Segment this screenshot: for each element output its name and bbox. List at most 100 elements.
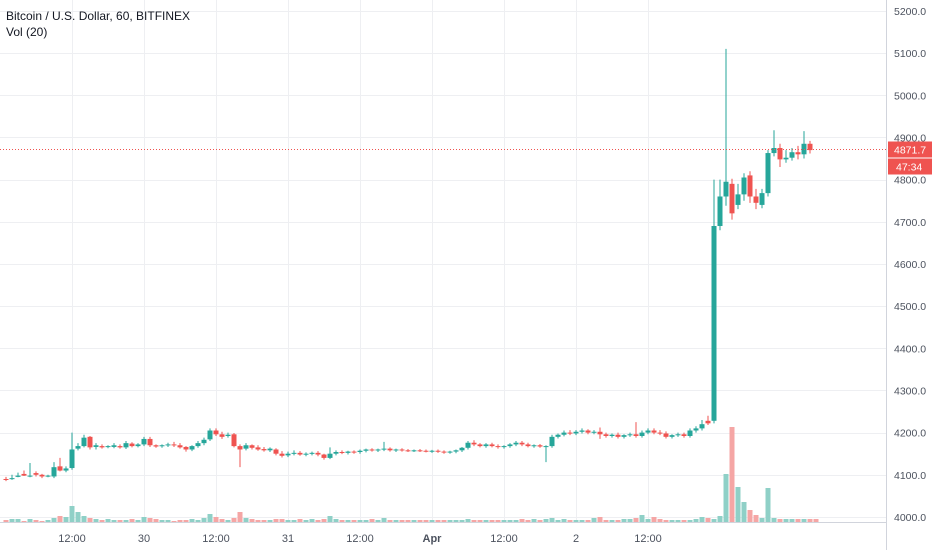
candle-body	[537, 445, 543, 447]
candle-body	[225, 434, 231, 436]
volume-bar	[771, 518, 777, 522]
volume-bar	[513, 520, 519, 522]
candle-body	[471, 442, 477, 445]
volume-bar	[435, 520, 441, 522]
volume-bar	[165, 520, 171, 522]
candle-body	[153, 445, 159, 447]
volume-bar	[381, 518, 387, 522]
candle-body	[267, 448, 273, 451]
candle-body	[195, 443, 201, 447]
volume-bar	[447, 520, 453, 522]
volume-bar	[399, 520, 405, 522]
volume-bar	[699, 517, 705, 522]
candle-body	[699, 424, 705, 429]
volume-bar	[249, 519, 255, 522]
volume-bar	[609, 520, 615, 522]
volume-bar	[231, 518, 237, 522]
candle-body	[615, 434, 621, 437]
volume-bar	[87, 518, 93, 522]
volume-bar	[339, 520, 345, 522]
candle-body	[93, 445, 99, 447]
volume-bar	[63, 517, 69, 522]
volume-bar	[297, 519, 303, 522]
time-tick-label: 12:00	[346, 533, 374, 545]
volume-bar	[711, 519, 717, 522]
candle-body	[549, 436, 555, 447]
candle-body	[771, 147, 777, 154]
candle-body	[339, 452, 345, 454]
volume-bar	[573, 520, 579, 522]
candle-body	[513, 442, 519, 445]
volume-bar	[687, 520, 693, 522]
candle-body	[309, 452, 315, 454]
price-tick-label: 4800.0	[894, 175, 926, 187]
volume-bar	[465, 519, 471, 522]
candle-body	[9, 478, 15, 480]
price-tick-label: 4400.0	[894, 343, 926, 355]
candle-body	[579, 430, 585, 432]
candle-body	[15, 475, 21, 477]
candle-body	[603, 434, 609, 436]
volume-bar	[813, 519, 819, 522]
candle-body	[351, 451, 357, 453]
candle-body	[693, 428, 699, 431]
candle-body	[393, 449, 399, 451]
candle-body	[81, 437, 87, 447]
candle-body	[219, 434, 225, 437]
price-tick-label: 5100.0	[894, 48, 926, 60]
volume-bar	[393, 520, 399, 522]
volume-bar	[99, 520, 105, 522]
candle-body	[291, 452, 297, 454]
time-tick-label: 2	[573, 533, 579, 545]
volume-bar	[525, 520, 531, 522]
candle-body	[507, 444, 513, 447]
volume-bar	[681, 520, 687, 522]
volume-bar	[207, 514, 213, 522]
candle-body	[561, 432, 567, 435]
volume-bar	[57, 516, 63, 522]
candle-body	[273, 449, 279, 454]
candle-body	[201, 439, 207, 444]
candle-body	[129, 443, 135, 447]
candle-body	[177, 445, 183, 448]
candle-body	[645, 430, 651, 433]
volume-bar	[111, 520, 117, 522]
volume-bar	[459, 520, 465, 522]
candle-body	[465, 442, 471, 448]
candle-body	[495, 446, 501, 448]
volume-bar	[741, 502, 747, 522]
volume-bar	[591, 518, 597, 522]
volume-bar	[507, 520, 513, 522]
volume-bar	[795, 519, 801, 522]
volume-bar	[627, 519, 633, 522]
candle-body	[99, 446, 105, 448]
candle-body	[141, 438, 147, 445]
volume-bar	[159, 520, 165, 522]
volume-bar	[183, 520, 189, 522]
volume-bar	[543, 519, 549, 522]
candle-body	[609, 434, 615, 436]
candle-body	[135, 444, 141, 447]
candle-body	[477, 444, 483, 447]
volume-bar	[417, 520, 423, 522]
volume-bar	[255, 520, 261, 522]
time-tick-label: 30	[138, 533, 150, 545]
countdown-label: 47:34	[896, 162, 922, 174]
volume-bar	[579, 520, 585, 522]
candle-body	[123, 443, 129, 448]
volume-bar	[669, 520, 675, 522]
candle-body	[255, 447, 261, 450]
volume-bar	[333, 519, 339, 522]
candle-body	[621, 435, 627, 437]
volume-bar	[69, 506, 75, 522]
candle-body	[423, 450, 429, 452]
price-tick-label: 4000.0	[894, 512, 926, 524]
volume-indicator-label: Vol (20)	[6, 25, 48, 39]
candle-body	[189, 446, 195, 450]
price-tick-label: 5000.0	[894, 90, 926, 102]
volume-bar	[501, 520, 507, 522]
candle-body	[657, 432, 663, 434]
volume-bar	[483, 520, 489, 522]
